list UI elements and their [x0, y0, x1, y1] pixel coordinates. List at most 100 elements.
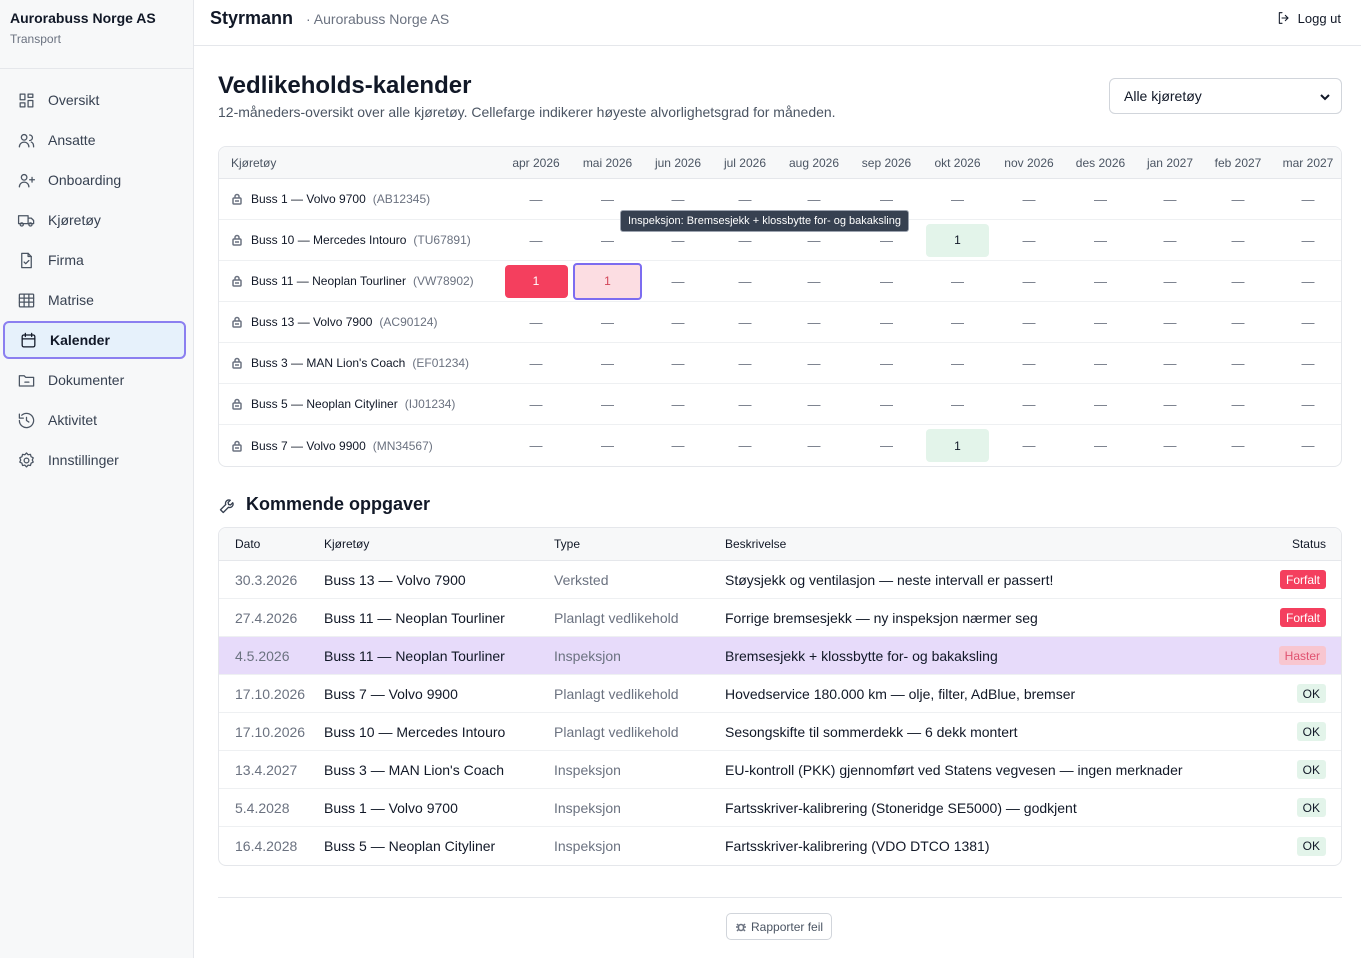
- calendar-vehicle[interactable]: Buss 11 — Neoplan Tourliner (VW78902): [219, 261, 499, 301]
- task-row[interactable]: 27.4.2026 Buss 11 — Neoplan Tourliner Plan…: [219, 599, 1341, 637]
- task-row[interactable]: 17.10.2026 Buss 7 — Volvo 9900 Planlagt ve…: [219, 675, 1341, 713]
- calendar-cell: —: [852, 343, 921, 383]
- sidebar-item-user-plus[interactable]: Onboarding: [3, 161, 186, 199]
- calendar-vehicle[interactable]: Buss 5 — Neoplan Cityliner (IJ01234): [219, 384, 499, 424]
- cell-empty: —: [738, 438, 752, 453]
- cell-empty: —: [1094, 232, 1107, 248]
- task-description: Fartsskriver-kalibrering (Stoneridge SE5…: [725, 799, 1077, 816]
- logout-button[interactable]: Logg ut: [1276, 10, 1341, 26]
- report-bug-button[interactable]: Rapporter feil: [726, 913, 833, 940]
- calendar-vehicle[interactable]: Buss 13 — Volvo 7900 (AC90124): [219, 302, 499, 342]
- cell-empty: —: [1022, 191, 1036, 207]
- vehicle-filter-select[interactable]: Alle kjøretøy: [1109, 78, 1342, 114]
- calendar-row: Buss 13 — Volvo 7900 (AC90124) — — — — — — — — — — —…: [219, 302, 1341, 343]
- cell-empty: —: [671, 314, 685, 330]
- calendar-cell: —: [994, 179, 1064, 219]
- brand-name: Aurorabuss Norge AS: [10, 10, 156, 26]
- cell-count-critical[interactable]: 1: [504, 264, 568, 298]
- task-row[interactable]: 16.4.2028 Buss 5 — Neoplan Cityliner Inspe…: [219, 827, 1341, 865]
- calendar-cell: —: [573, 220, 642, 260]
- status-badge: OK: [1296, 684, 1326, 703]
- calendar-vehicle[interactable]: Buss 10 — Mercedes Intouro (TU67891): [219, 220, 499, 260]
- task-status: OK: [1245, 798, 1341, 817]
- header-description: Beskrivelse: [725, 537, 787, 551]
- vehicle-reg: (AC90124): [379, 315, 438, 329]
- task-row[interactable]: 5.4.2028 Buss 1 — Volvo 9700 Inspeksjon Far…: [219, 789, 1341, 827]
- task-row[interactable]: 4.5.2026 Buss 11 — Neoplan Tourliner Inspe…: [219, 637, 1341, 675]
- task-date: 16.4.2028: [235, 838, 298, 854]
- vehicle-name: Buss 5 — Neoplan Cityliner: [251, 397, 398, 411]
- sidebar-item-file-check[interactable]: Firma: [3, 241, 186, 279]
- task-row[interactable]: 13.4.2027 Buss 3 — MAN Lion's Coach Inspek…: [219, 751, 1341, 789]
- task-vehicle: Buss 13 — Volvo 7900: [324, 571, 466, 588]
- logout-icon: [1278, 12, 1289, 24]
- calendar-cell: —: [921, 302, 994, 342]
- calendar-vehicle[interactable]: Buss 1 — Volvo 9700 (AB12345): [219, 179, 499, 219]
- sidebar-item-table[interactable]: Matrise: [3, 281, 186, 319]
- task-date: 30.3.2026: [235, 571, 298, 588]
- calendar-cell[interactable]: 1: [921, 425, 994, 466]
- cell-empty: —: [1094, 438, 1107, 453]
- calendar-cell: —: [573, 302, 642, 342]
- calendar-cell: —: [714, 343, 776, 383]
- calendar-cell: —: [921, 343, 994, 383]
- calendar-cell: —: [714, 384, 776, 424]
- vehicle-name: Buss 13 — Volvo 7900: [251, 315, 373, 329]
- cell-empty: —: [951, 191, 964, 207]
- task-description: Fartsskriver-kalibrering (VDO DTCO 1381): [725, 838, 990, 854]
- sidebar-item-gear[interactable]: Innstillinger: [3, 441, 186, 479]
- cell-empty: —: [1163, 273, 1177, 289]
- task-status: OK: [1245, 836, 1341, 856]
- sidebar-item-folder[interactable]: Dokumenter: [3, 361, 186, 399]
- calendar-cell[interactable]: 1: [499, 261, 573, 301]
- cell-empty: —: [807, 355, 821, 371]
- calendar-cell: —: [1203, 343, 1273, 383]
- sidebar-item-users[interactable]: Ansatte: [3, 121, 186, 159]
- cell-count-ok[interactable]: 1: [926, 223, 989, 257]
- calendar-cell: —: [994, 384, 1064, 424]
- maintenance-calendar: Kjøretøy apr 2026 mai 2026 jun 2026 jul 202…: [218, 146, 1342, 467]
- month-header: jan 2027: [1146, 155, 1194, 170]
- calendar-cell: —: [1137, 384, 1203, 424]
- calendar-cell: —: [1273, 384, 1341, 424]
- cell-empty: —: [601, 232, 614, 248]
- cell-empty: —: [1163, 191, 1177, 207]
- cell-count-ok[interactable]: 1: [926, 429, 989, 462]
- sidebar-item-grid[interactable]: Oversikt: [3, 81, 186, 119]
- cell-empty: —: [1301, 396, 1315, 412]
- cell-empty: —: [601, 191, 614, 207]
- bus-icon: [231, 398, 243, 410]
- task-row[interactable]: 17.10.2026 Buss 10 — Mercedes Intouro Plan…: [219, 713, 1341, 751]
- task-type: Inspeksjon: [554, 799, 621, 816]
- calendar-cell: —: [573, 425, 642, 466]
- cell-empty: —: [1301, 314, 1315, 330]
- cell-empty: —: [601, 438, 614, 453]
- status-badge: Forfalt: [1279, 608, 1326, 627]
- sidebar-item-calendar[interactable]: Kalender: [3, 321, 186, 359]
- calendar-cell: —: [852, 384, 921, 424]
- sidebar-item-history[interactable]: Aktivitet: [3, 401, 186, 439]
- cell-empty: —: [671, 273, 685, 289]
- task-row[interactable]: 30.3.2026 Buss 13 — Volvo 7900 Verksted Stø…: [219, 561, 1341, 599]
- cell-empty: —: [807, 396, 821, 412]
- calendar-vehicle[interactable]: Buss 3 — MAN Lion's Coach (EF01234): [219, 343, 499, 383]
- vehicle-reg: (VW78902): [412, 274, 474, 288]
- cell-empty: —: [601, 396, 614, 412]
- calendar-row: Buss 3 — MAN Lion's Coach (EF01234) — — — — — —…: [219, 343, 1341, 384]
- calendar-vehicle[interactable]: Buss 7 — Volvo 9900 (MN34567): [219, 425, 499, 466]
- logout-label: Logg ut: [1297, 10, 1341, 26]
- task-type: Planlagt vedlikehold: [554, 723, 679, 740]
- month-header: okt 2026: [934, 155, 981, 170]
- header-date: Dato: [235, 537, 261, 551]
- calendar-cell: —: [776, 425, 852, 466]
- cell-empty: —: [1022, 273, 1036, 289]
- tasks-header-row: Dato Kjøretøy Type Beskrivelse Status: [219, 528, 1341, 561]
- calendar-cell: —: [714, 302, 776, 342]
- cell-count-urgent[interactable]: 1: [573, 262, 642, 300]
- calendar-cell[interactable]: 1: [573, 261, 642, 301]
- calendar-cell: —: [994, 343, 1064, 383]
- sidebar-item-truck[interactable]: Kjøretøy: [3, 201, 186, 239]
- calendar-cell: —: [1064, 302, 1137, 342]
- tasks-title: Kommende oppgaver: [218, 494, 430, 515]
- calendar-cell[interactable]: 1: [921, 220, 994, 260]
